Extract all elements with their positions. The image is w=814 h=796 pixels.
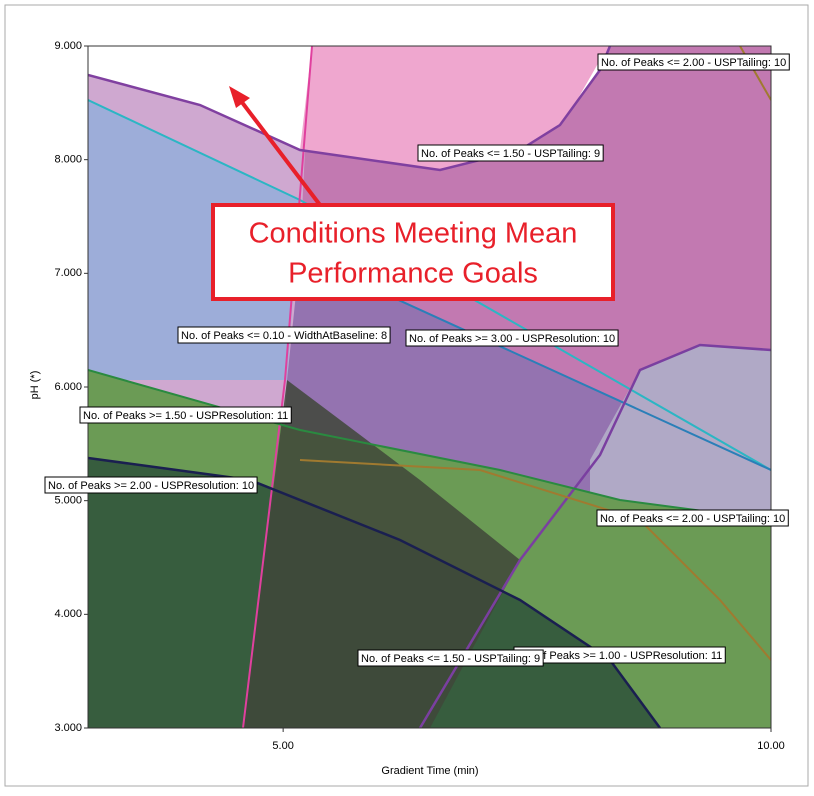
y-tick-label: 6.000 [54, 381, 82, 393]
annotation: No. of Peaks >= 3.00 - USPResolution: 10 [409, 333, 615, 345]
annotation: No. of Peaks >= 1.50 - USPResolution: 11 [83, 410, 288, 422]
annotation: No. of Peaks <= 2.00 - USPTailing: 10 [601, 57, 786, 69]
y-axis-label: pH (*) [29, 371, 41, 400]
annotation-box [405, 329, 619, 347]
y-tick-label: 4.000 [54, 608, 82, 620]
annotation: No. of Peaks <= 2.00 - USPTailing: 10 [600, 513, 785, 525]
y-tick-label: 9.000 [54, 40, 82, 52]
annotation-box [597, 53, 790, 71]
callout-text: Conditions Meeting Mean [249, 218, 578, 250]
annotation: No. of Peaks <= 1.50 - USPTailing: 9 [361, 653, 540, 665]
callout-arrow [236, 95, 322, 207]
annotation-box [79, 406, 292, 424]
annotation: No. of Peaks <= 1.50 - USPTailing: 9 [421, 148, 600, 160]
annotation-box [417, 144, 604, 162]
x-axis-label: Gradient Time (min) [381, 765, 478, 777]
callout-arrowhead [229, 86, 250, 108]
annotation-box [177, 326, 391, 344]
annotation-box [357, 649, 544, 667]
annotation-box [44, 476, 258, 494]
x-tick-label: 10.00 [757, 740, 785, 752]
annotation: No. of Peaks <= 0.10 - WidthAtBaseline: … [181, 330, 387, 342]
y-tick-label: 3.000 [54, 722, 82, 734]
callout-text: Performance Goals [288, 258, 538, 290]
annotation: No. of Peaks >= 1.00 - USPResolution: 11 [517, 650, 722, 662]
y-tick-label: 7.000 [54, 267, 82, 279]
annotation: No. of Peaks >= 2.00 - USPResolution: 10 [48, 480, 254, 492]
x-tick-label: 5.00 [272, 740, 293, 752]
callout-box [211, 203, 615, 301]
y-tick-label: 5.000 [54, 495, 82, 507]
y-tick-label: 8.000 [54, 154, 82, 166]
annotation-box [596, 509, 789, 527]
